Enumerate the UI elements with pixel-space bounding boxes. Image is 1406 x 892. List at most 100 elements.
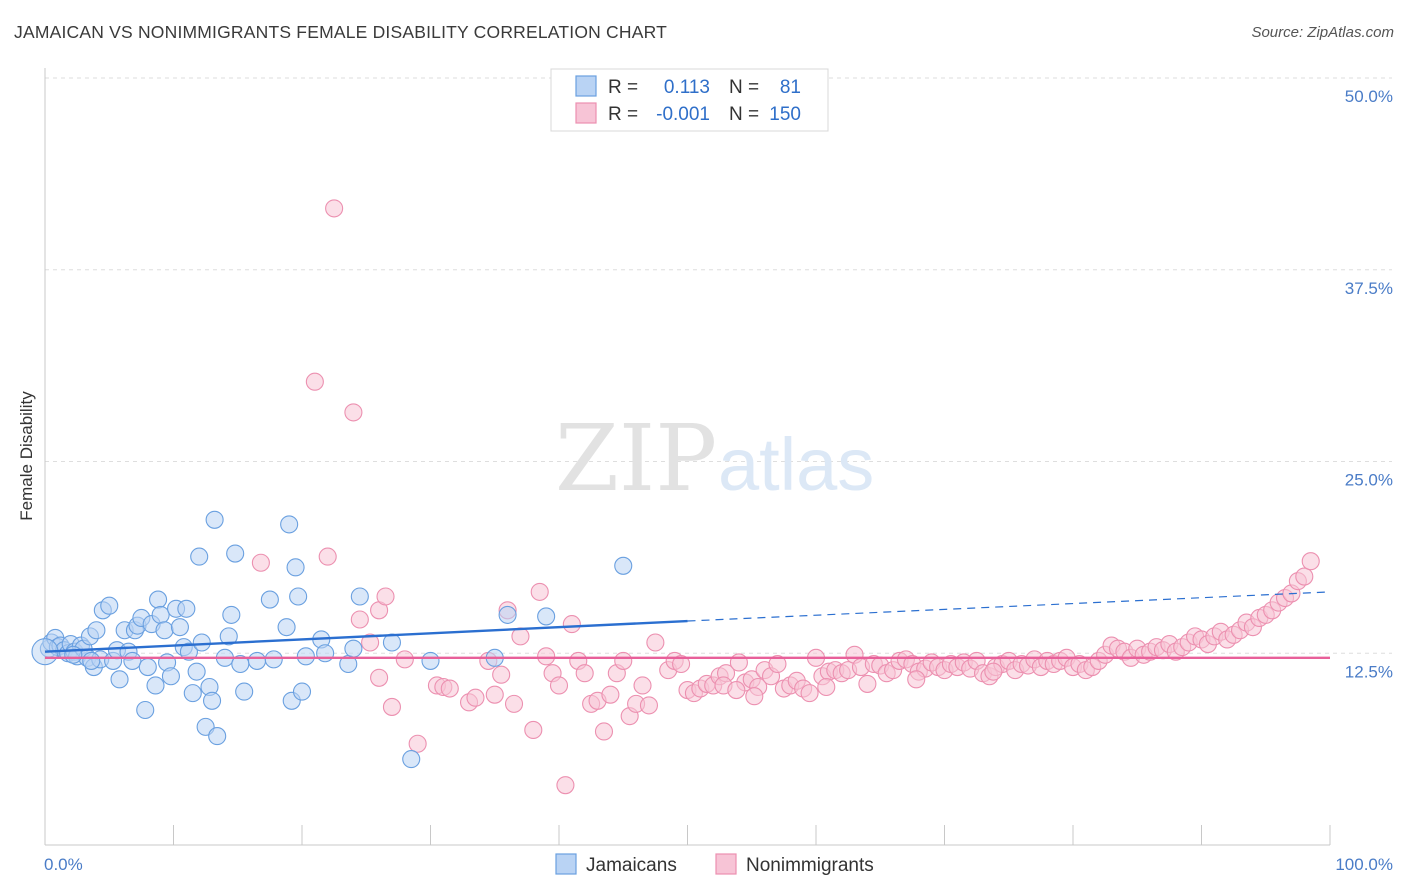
jamaicans-point <box>82 651 101 670</box>
nonimmigrants-point <box>382 697 402 716</box>
legend: R = 0.113 N = 81 R = -0.001 N = 150 <box>550 68 829 132</box>
nonimmigrants-point <box>984 662 1003 681</box>
nonimmigrants-point <box>440 679 459 698</box>
jamaicans-point <box>296 647 315 666</box>
bottom-legend-swatch-jamaicans <box>555 853 577 875</box>
legend-n-value-2: 150 <box>769 104 801 125</box>
jamaicans-point <box>183 684 202 703</box>
legend-r-label-1: R = <box>608 77 638 98</box>
chart-source: Source: ZipAtlas.com <box>1251 24 1394 41</box>
jamaicans-point <box>146 676 165 695</box>
x-tick-label-end: 100.0% <box>1335 855 1393 874</box>
chart-title: JAMAICAN VS NONIMMIGRANTS FEMALE DISABIL… <box>14 22 667 42</box>
nonimmigrants-point <box>727 681 746 700</box>
jamaicans-trend-extension <box>687 591 1331 622</box>
jamaicans-point <box>187 662 206 681</box>
nonimmigrants-points <box>251 199 1320 795</box>
nonimmigrants-point <box>562 615 581 634</box>
jamaicans-point <box>203 691 222 710</box>
jamaicans-point <box>222 605 241 624</box>
jamaicans-point <box>316 644 335 663</box>
nonimmigrants-point <box>907 670 926 689</box>
nonimmigrants-point <box>800 684 819 703</box>
legend-n-value-1: 81 <box>780 77 801 98</box>
y-tick-labels: 12.5% 25.0% 37.5% 50.0% <box>1345 87 1393 681</box>
watermark-zip: ZIP <box>555 405 717 512</box>
jamaicans-point <box>280 515 299 534</box>
watermark: ZIP atlas <box>555 405 874 512</box>
legend-r-value-1: 0.113 <box>664 77 710 98</box>
jamaicans-point <box>498 605 517 624</box>
jamaicans-point <box>155 621 174 640</box>
jamaicans-point <box>289 587 308 606</box>
nonimmigrants-point <box>537 647 556 666</box>
jamaicans-point <box>87 621 106 640</box>
nonimmigrants-point <box>370 668 389 687</box>
jamaicans-point <box>277 618 296 637</box>
jamaicans-point <box>350 587 369 606</box>
jamaicans-point <box>219 627 238 646</box>
jamaicans-point <box>190 547 209 566</box>
nonimmigrants-point <box>633 676 652 695</box>
nonimmigrants-point <box>325 199 344 218</box>
jamaicans-point <box>149 590 168 609</box>
jamaicans-point <box>110 670 129 689</box>
legend-n-label-1: N = <box>729 77 759 98</box>
legend-box <box>550 68 829 132</box>
legend-swatch-jamaicans <box>575 75 597 97</box>
nonimmigrants-point <box>318 547 337 566</box>
jamaicans-trend-line <box>44 619 688 653</box>
nonimmigrants-point <box>614 651 633 670</box>
nonimmigrants-point <box>745 687 764 706</box>
jamaicans-point <box>123 651 142 670</box>
jamaicans-point <box>205 510 224 529</box>
jamaicans-point <box>402 750 421 769</box>
nonimmigrants-point <box>344 403 363 422</box>
jamaicans-point <box>208 727 227 746</box>
jamaicans-point <box>247 651 267 670</box>
nonimmigrants-point <box>549 676 569 695</box>
nonimmigrants-point <box>601 685 620 704</box>
nonimmigrants-point <box>594 722 614 741</box>
jamaicans-point <box>170 618 189 637</box>
jamaicans-point <box>344 639 363 658</box>
nonimmigrants-point <box>817 677 836 697</box>
grid-lines <box>45 77 1392 654</box>
nonimmigrants-point <box>530 582 549 601</box>
nonimmigrants-point <box>729 653 748 672</box>
jamaicans-point <box>537 607 556 626</box>
watermark-atlas: atlas <box>718 423 874 506</box>
nonimmigrants-point <box>639 696 659 715</box>
jamaicans-point <box>286 558 305 577</box>
nonimmigrants-point <box>395 650 414 669</box>
nonimmigrants-point <box>350 610 369 629</box>
bottom-legend: Jamaicans Nonimmigrants <box>555 853 874 876</box>
y-tick-label: 50.0% <box>1345 87 1393 106</box>
jamaicans-point <box>235 682 254 701</box>
jamaicans-point <box>179 642 198 661</box>
nonimmigrants-point <box>376 587 395 606</box>
jamaicans-point <box>292 682 312 701</box>
nonimmigrants-point <box>408 734 427 753</box>
nonimmigrants-point <box>556 776 575 795</box>
trend-lines <box>44 591 1331 660</box>
legend-r-value-2: -0.001 <box>656 104 710 125</box>
jamaicans-point <box>226 544 245 563</box>
x-tick-label-start: 0.0% <box>44 855 83 874</box>
nonimmigrants-point <box>672 654 691 674</box>
bottom-legend-swatch-nonimmigrants <box>715 853 737 875</box>
jamaicans-point <box>264 650 283 669</box>
legend-r-label-2: R = <box>608 104 638 125</box>
jamaicans-point <box>100 596 119 615</box>
jamaicans-point <box>151 605 170 624</box>
nonimmigrants-point <box>305 372 324 391</box>
x-ticks <box>44 825 1331 845</box>
legend-n-label-2: N = <box>729 104 759 125</box>
nonimmigrants-point <box>251 553 270 572</box>
x-tick-labels: 0.0% 100.0% <box>44 855 1393 874</box>
nonimmigrants-point <box>858 674 877 693</box>
y-tick-label: 25.0% <box>1345 471 1393 490</box>
jamaicans-point <box>177 599 196 618</box>
jamaicans-point <box>260 590 279 609</box>
